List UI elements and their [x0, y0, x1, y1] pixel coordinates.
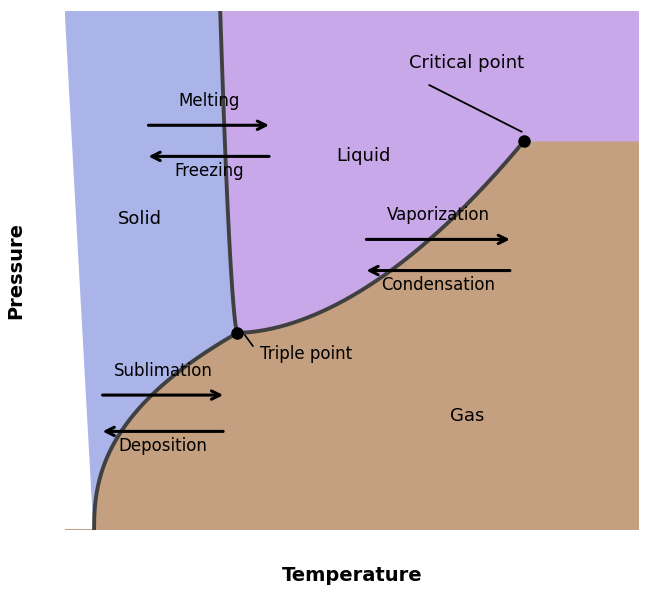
Text: Liquid: Liquid [337, 147, 391, 165]
Text: Vaporization: Vaporization [387, 206, 489, 224]
Text: Sublimation: Sublimation [114, 362, 213, 379]
Text: Temperature: Temperature [282, 567, 422, 585]
Polygon shape [66, 141, 639, 530]
Text: Triple point: Triple point [261, 345, 352, 362]
Text: Critical point: Critical point [410, 54, 525, 72]
Text: Deposition: Deposition [118, 436, 207, 455]
Text: Gas: Gas [450, 407, 484, 425]
Text: Melting: Melting [178, 92, 239, 110]
Text: Condensation: Condensation [381, 276, 495, 294]
Text: Freezing: Freezing [174, 162, 244, 179]
Text: Solid: Solid [118, 210, 162, 228]
Polygon shape [220, 11, 639, 333]
Text: Pressure: Pressure [6, 222, 25, 319]
Polygon shape [66, 11, 237, 530]
